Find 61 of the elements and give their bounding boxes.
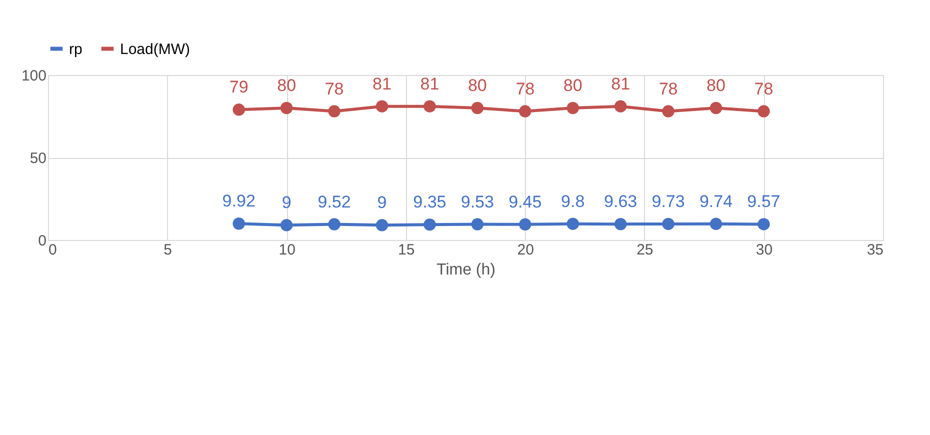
point	[471, 218, 484, 230]
point	[614, 100, 627, 112]
point	[566, 102, 579, 114]
data-label: 9.74	[699, 192, 733, 211]
data-label: 80	[706, 76, 726, 95]
data-label: 9	[282, 193, 292, 212]
legend-label: rp	[69, 40, 82, 58]
x-tick-label: 30	[756, 242, 773, 258]
point	[328, 105, 340, 118]
point	[614, 218, 627, 230]
x-tick-label: 10	[278, 242, 296, 258]
data-label: 9.53	[460, 192, 494, 212]
data-label: 81	[372, 74, 392, 94]
point	[758, 105, 770, 118]
point	[710, 218, 722, 230]
data-label: 9.52	[318, 192, 351, 212]
data-label: 9	[377, 193, 387, 212]
legend-label: Load(MW)	[120, 40, 190, 58]
point	[376, 100, 388, 112]
point	[232, 218, 245, 230]
x-tick-label: 25	[636, 242, 654, 258]
point	[424, 218, 436, 231]
data-label: 78	[324, 79, 344, 98]
point	[280, 102, 293, 114]
x-axis-title: Time (h)	[436, 262, 496, 278]
data-label: 78	[516, 79, 535, 98]
data-label: 78	[754, 79, 774, 98]
point	[710, 102, 722, 114]
x-tick-label: 20	[517, 242, 534, 258]
y-tick-label: 50	[30, 150, 46, 167]
x-tick-label: 15	[398, 242, 415, 258]
point	[328, 218, 340, 230]
x-tick-label: 0	[48, 242, 57, 258]
y-tick-label: 100	[21, 68, 46, 84]
data-label: 80	[468, 76, 487, 95]
data-label: 80	[277, 76, 296, 95]
point	[519, 218, 532, 231]
data-label: 79	[229, 78, 248, 97]
point	[566, 218, 579, 230]
point	[424, 100, 436, 112]
data-label: 81	[420, 74, 440, 94]
point	[662, 218, 674, 230]
point	[376, 219, 388, 232]
point	[519, 105, 532, 118]
data-label: 9.92	[222, 192, 256, 211]
data-label: 9.8	[561, 192, 585, 211]
point	[662, 105, 674, 118]
data-label: 78	[658, 79, 678, 98]
point	[280, 219, 293, 232]
data-label: 9.45	[508, 192, 542, 212]
point	[232, 104, 245, 116]
data-label: 9.57	[747, 192, 780, 212]
x-tick-label: 35	[866, 242, 884, 258]
data-label: 9.35	[413, 192, 446, 212]
data-label: 80	[563, 76, 582, 95]
data-label: 9.63	[604, 192, 638, 212]
point	[471, 102, 484, 114]
point	[758, 218, 770, 230]
x-tick-label: 5	[164, 242, 172, 258]
data-label: 9.73	[652, 192, 685, 211]
data-label: 81	[611, 74, 630, 94]
